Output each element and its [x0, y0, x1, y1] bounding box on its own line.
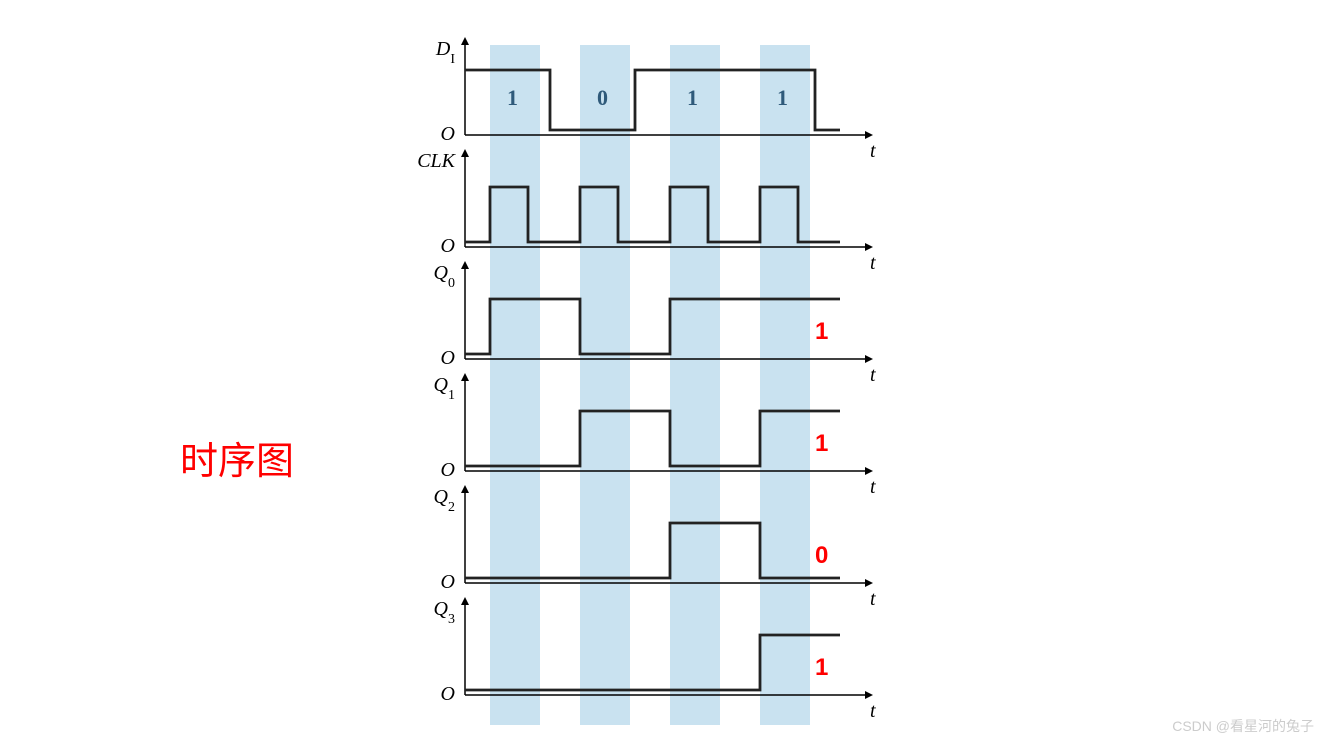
output-value: 1	[815, 430, 828, 457]
watermark: CSDN @看星河的兔子	[1172, 716, 1314, 736]
bit-value: 0	[597, 85, 608, 110]
t-label: t	[870, 588, 876, 610]
t-label: t	[870, 140, 876, 162]
y-axis-arrow	[461, 149, 469, 157]
signal-name: DI	[435, 38, 455, 67]
origin-label: O	[441, 571, 455, 593]
origin-label: O	[441, 123, 455, 145]
t-label: t	[870, 700, 876, 722]
output-value: 1	[815, 654, 828, 681]
t-label: t	[870, 364, 876, 386]
y-axis-arrow	[461, 485, 469, 493]
y-axis-arrow	[461, 597, 469, 605]
origin-label: O	[441, 459, 455, 481]
signal-name: Q2	[434, 486, 455, 515]
bit-value: 1	[687, 85, 698, 110]
signal-name: Q1	[434, 374, 455, 403]
timing-svg: DI Ot 1 0 1 1 CLK Ot Q0 Ot 1 Q1 Ot 1 Q2 Ot 0 Q3 Ot 1	[415, 30, 885, 730]
bit-value: 1	[507, 85, 518, 110]
x-axis-arrow	[865, 467, 873, 475]
output-value: 0	[815, 542, 828, 569]
x-axis-arrow	[865, 131, 873, 139]
output-value: 1	[815, 318, 828, 345]
highlight-band	[580, 45, 630, 725]
y-axis-arrow	[461, 261, 469, 269]
t-label: t	[870, 252, 876, 274]
signal-name: CLK	[417, 150, 456, 172]
y-axis-arrow	[461, 373, 469, 381]
signal-name: Q3	[434, 598, 455, 627]
highlight-band	[670, 45, 720, 725]
y-axis-arrow	[461, 37, 469, 45]
highlight-band	[490, 45, 540, 725]
x-axis-arrow	[865, 691, 873, 699]
x-axis-arrow	[865, 243, 873, 251]
origin-label: O	[441, 235, 455, 257]
diagram-title: 时序图	[180, 430, 294, 485]
origin-label: O	[441, 683, 455, 705]
t-label: t	[870, 476, 876, 498]
bit-value: 1	[777, 85, 788, 110]
signal-name: Q0	[434, 262, 455, 291]
highlight-band	[760, 45, 810, 725]
x-axis-arrow	[865, 355, 873, 363]
origin-label: O	[441, 347, 455, 369]
x-axis-arrow	[865, 579, 873, 587]
timing-diagram: DI Ot 1 0 1 1 CLK Ot Q0 Ot 1 Q1 Ot 1 Q2 Ot 0 Q3 Ot 1	[415, 30, 885, 730]
